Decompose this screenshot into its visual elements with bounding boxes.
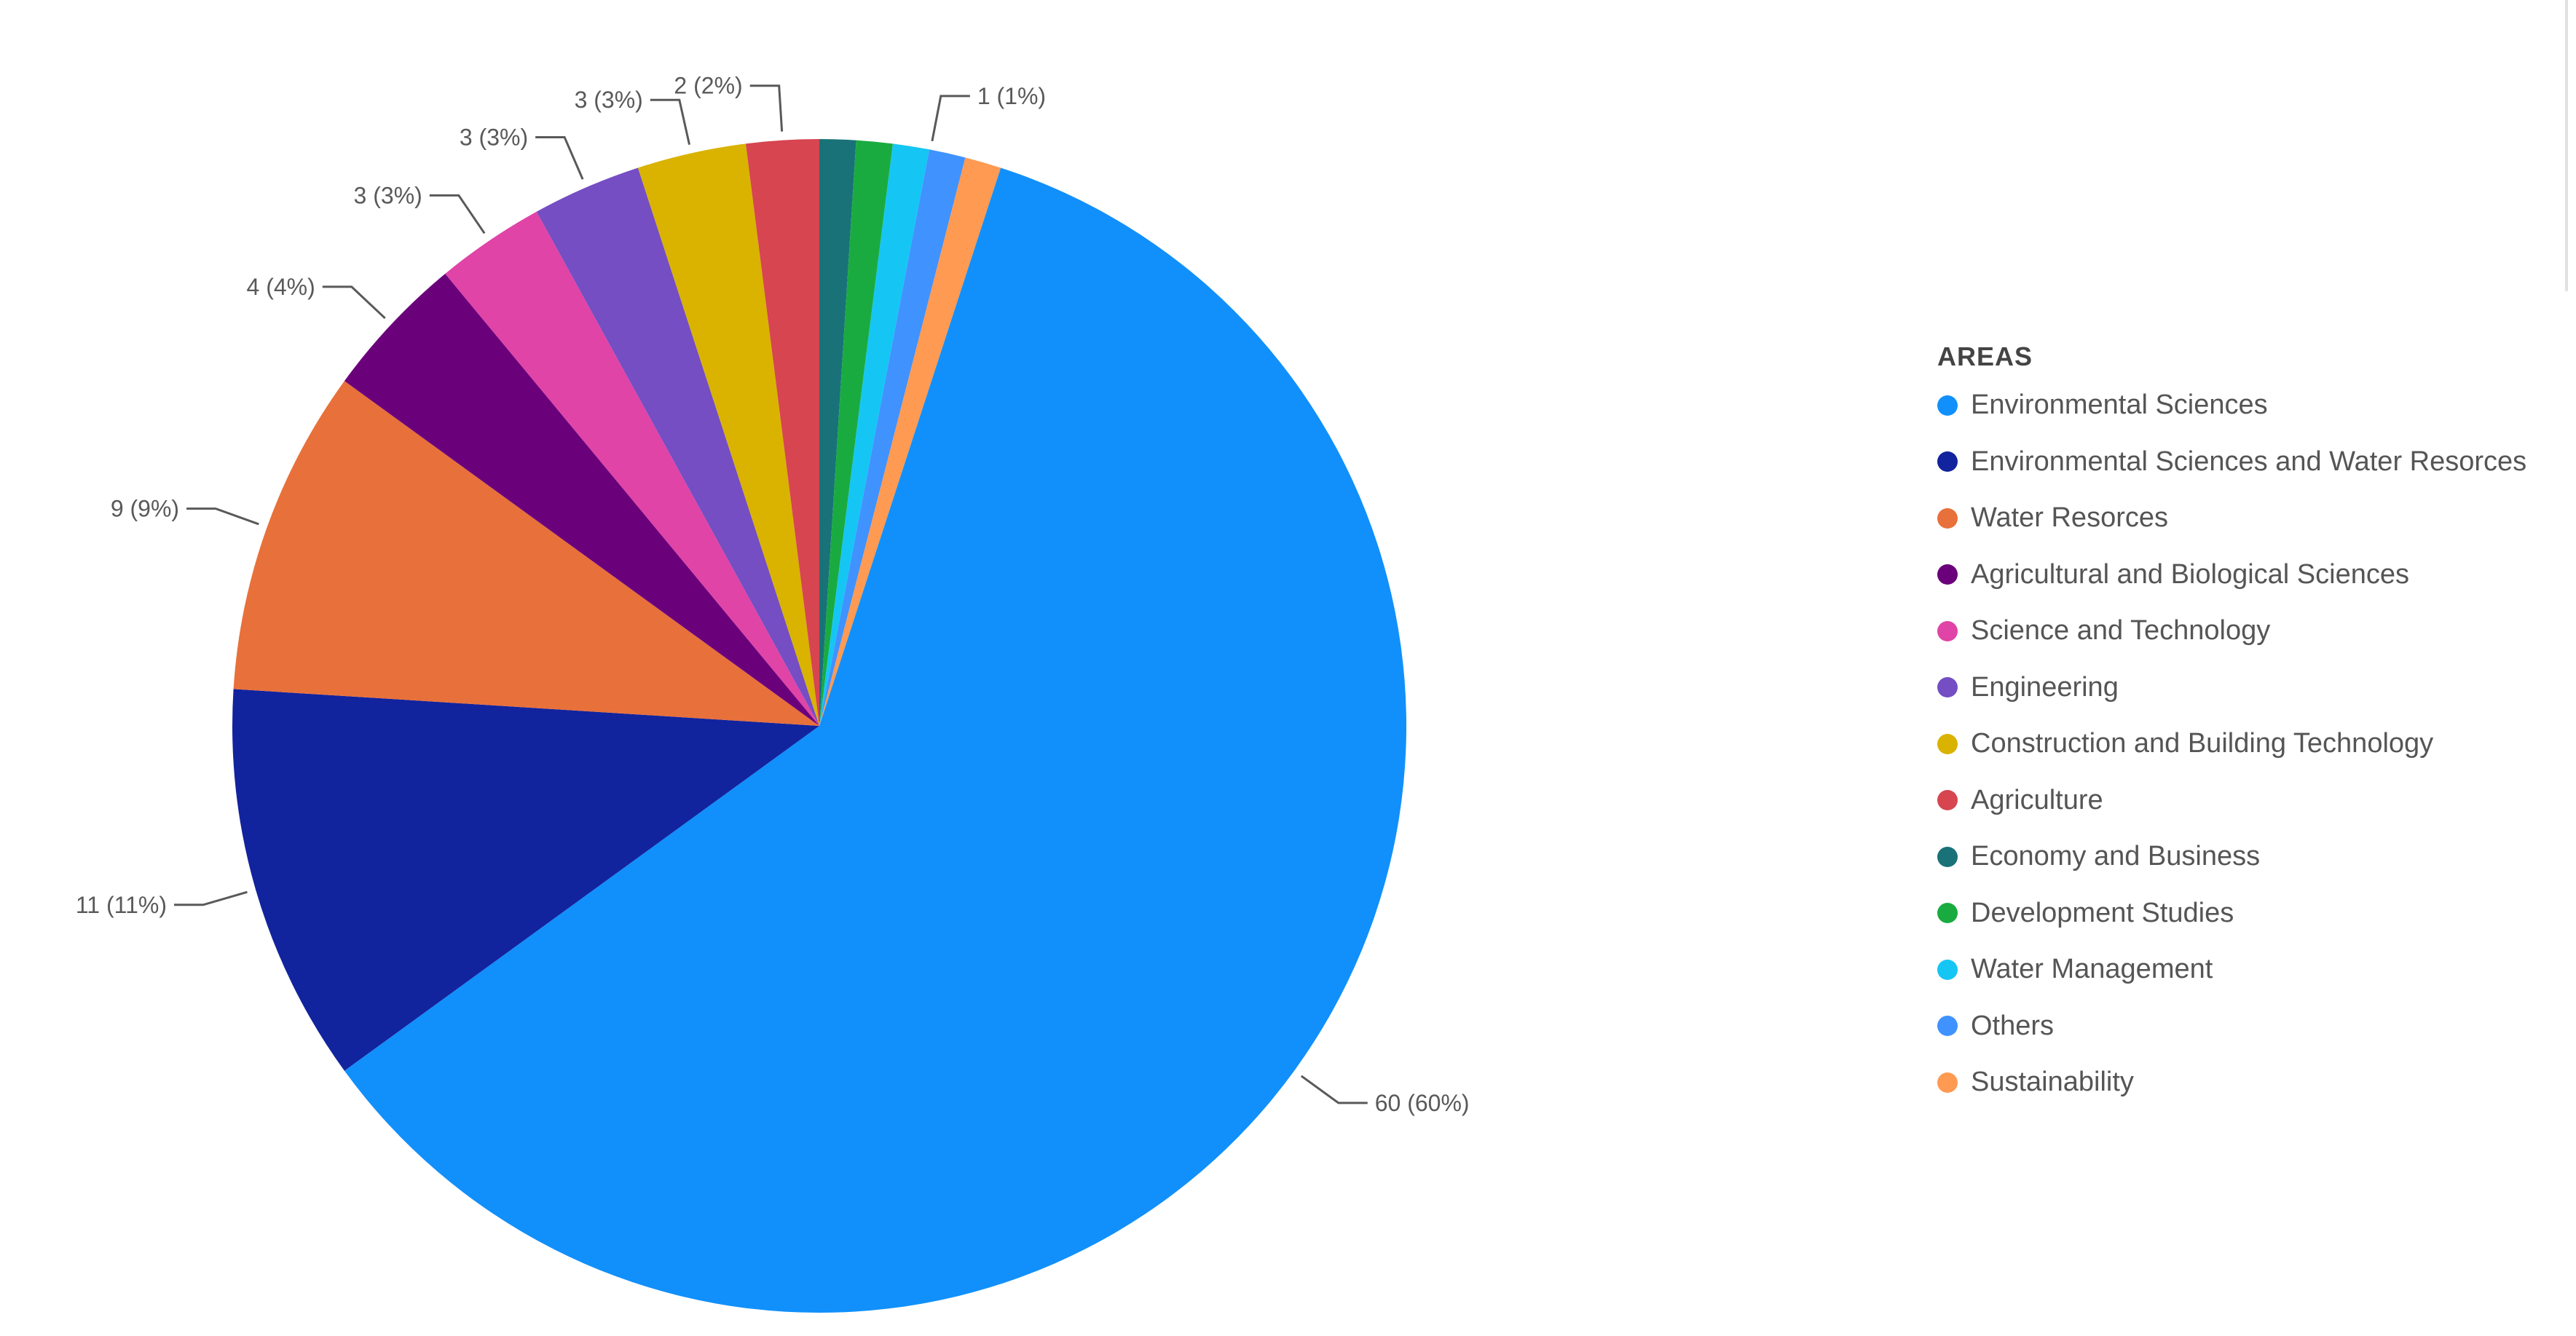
pie-slice-water-resorces — [233, 381, 819, 726]
legend-label: Sustainability — [1971, 1067, 2134, 1098]
legend-color-dot-icon — [1937, 846, 1958, 867]
legend-color-dot-icon — [1937, 1016, 1958, 1037]
leader-line — [931, 95, 970, 142]
legend-label: Engineering — [1971, 671, 2119, 703]
legend-label: Agricultural and Biological Sciences — [1971, 558, 2409, 590]
legend-color-dot-icon — [1937, 620, 1958, 641]
legend-label: Environmental Sciences — [1971, 390, 2268, 421]
leader-line — [429, 194, 486, 234]
legend-color-dot-icon — [1937, 733, 1958, 754]
legend-color-dot-icon — [1937, 507, 1958, 529]
legend-items: Environmental Sciences Environmental Scie… — [1937, 377, 2526, 1111]
data-label-water-resorces: 9 (9%) — [111, 496, 179, 522]
legend-item-science-and-technology[interactable]: Science and Technology — [1937, 603, 2526, 660]
legend-color-dot-icon — [1937, 395, 1958, 416]
data-label-construction-and-building-technology: 3 (3%) — [575, 87, 643, 113]
pie-slice-economy-and-business — [819, 139, 856, 726]
leader-line — [1300, 1075, 1368, 1104]
leader-line — [749, 84, 784, 132]
data-label-agriculture: 2 (2%) — [674, 73, 742, 99]
legend-item-agriculture[interactable]: Agriculture — [1937, 772, 2526, 829]
legend-color-dot-icon — [1937, 903, 1958, 924]
data-label-science-and-technology: 3 (3%) — [354, 182, 422, 208]
legend-item-water-management[interactable]: Water Management — [1937, 941, 2526, 998]
data-label-engineering: 3 (3%) — [460, 124, 528, 150]
legend-color-dot-icon — [1937, 564, 1958, 585]
legend-item-water-resorces[interactable]: Water Resorces — [1937, 490, 2526, 547]
legend-item-environmental-sciences-and-water-resorces[interactable]: Environmental Sciences and Water Resorce… — [1937, 434, 2526, 491]
legend-title: AREAS — [1937, 341, 2033, 371]
leader-line — [322, 285, 386, 320]
pie-slice-engineering — [536, 167, 819, 727]
pie-slices — [232, 139, 1406, 1313]
legend-label: Construction and Building Technology — [1971, 728, 2434, 759]
legend-color-dot-icon — [1937, 790, 1958, 811]
legend-item-sustainability[interactable]: Sustainability — [1937, 1054, 2526, 1111]
pie-slice-water-management — [819, 143, 930, 727]
legend-color-dot-icon — [1937, 677, 1958, 698]
leader-line — [535, 135, 584, 180]
legend-item-environmental-sciences[interactable]: Environmental Sciences — [1937, 377, 2526, 434]
legend-label: Science and Technology — [1971, 615, 2271, 647]
legend-color-dot-icon — [1937, 451, 1958, 473]
legend-label: Others — [1971, 1010, 2055, 1041]
pie-data-labels: 60 (60%) 11 (11%) 9 (9%) 4 (4%) 3 (3%) 3 (3%)… — [76, 73, 1470, 1116]
pie-slice-development-studies — [819, 140, 894, 726]
legend-label: Development Studies — [1971, 897, 2234, 928]
pie-slice-agricultural-and-biological-sciences — [344, 273, 819, 727]
legend-label: Economy and Business — [1971, 841, 2261, 872]
legend-label: Environmental Sciences and Water Resorce… — [1971, 446, 2527, 477]
leader-line — [650, 98, 691, 146]
legend-item-others[interactable]: Others — [1937, 998, 2526, 1055]
data-label-water-management: 1 (1%) — [977, 83, 1046, 109]
legend-item-economy-and-business[interactable]: Economy and Business — [1937, 829, 2526, 885]
pie-slice-environmental-sciences — [344, 167, 1406, 1313]
divider — [2565, 0, 2568, 291]
pie-slice-others — [819, 149, 966, 726]
pie-slice-agriculture — [745, 139, 819, 726]
data-label-agricultural-and-biological-sciences: 4 (4%) — [247, 274, 315, 300]
legend-item-development-studies[interactable]: Development Studies — [1937, 885, 2526, 942]
legend-item-agricultural-and-biological-sciences[interactable]: Agricultural and Biological Sciences — [1937, 547, 2526, 604]
legend: AREAS Environmental Sciences Environmenta… — [1937, 336, 2526, 1111]
legend-label: Agriculture — [1971, 784, 2103, 815]
pie-slice-sustainability — [819, 157, 1001, 727]
legend-color-dot-icon — [1937, 959, 1958, 980]
legend-item-engineering[interactable]: Engineering — [1937, 660, 2526, 716]
legend-label: Water Management — [1971, 954, 2213, 985]
legend-item-construction-and-building-technology[interactable]: Construction and Building Technology — [1937, 716, 2526, 772]
legend-label: Water Resorces — [1971, 502, 2168, 534]
pie-slice-construction-and-building-technology — [637, 143, 819, 727]
data-label-environmental-sciences: 60 (60%) — [1375, 1090, 1470, 1116]
leader-line — [173, 890, 248, 906]
pie-slice-environmental-sciences-and-water-resorces — [232, 689, 819, 1071]
leader-line — [186, 507, 259, 526]
pie-slice-science-and-technology — [445, 211, 819, 727]
legend-color-dot-icon — [1937, 1072, 1958, 1093]
data-label-environmental-sciences-and-water-resorces: 11 (11%) — [76, 892, 167, 918]
